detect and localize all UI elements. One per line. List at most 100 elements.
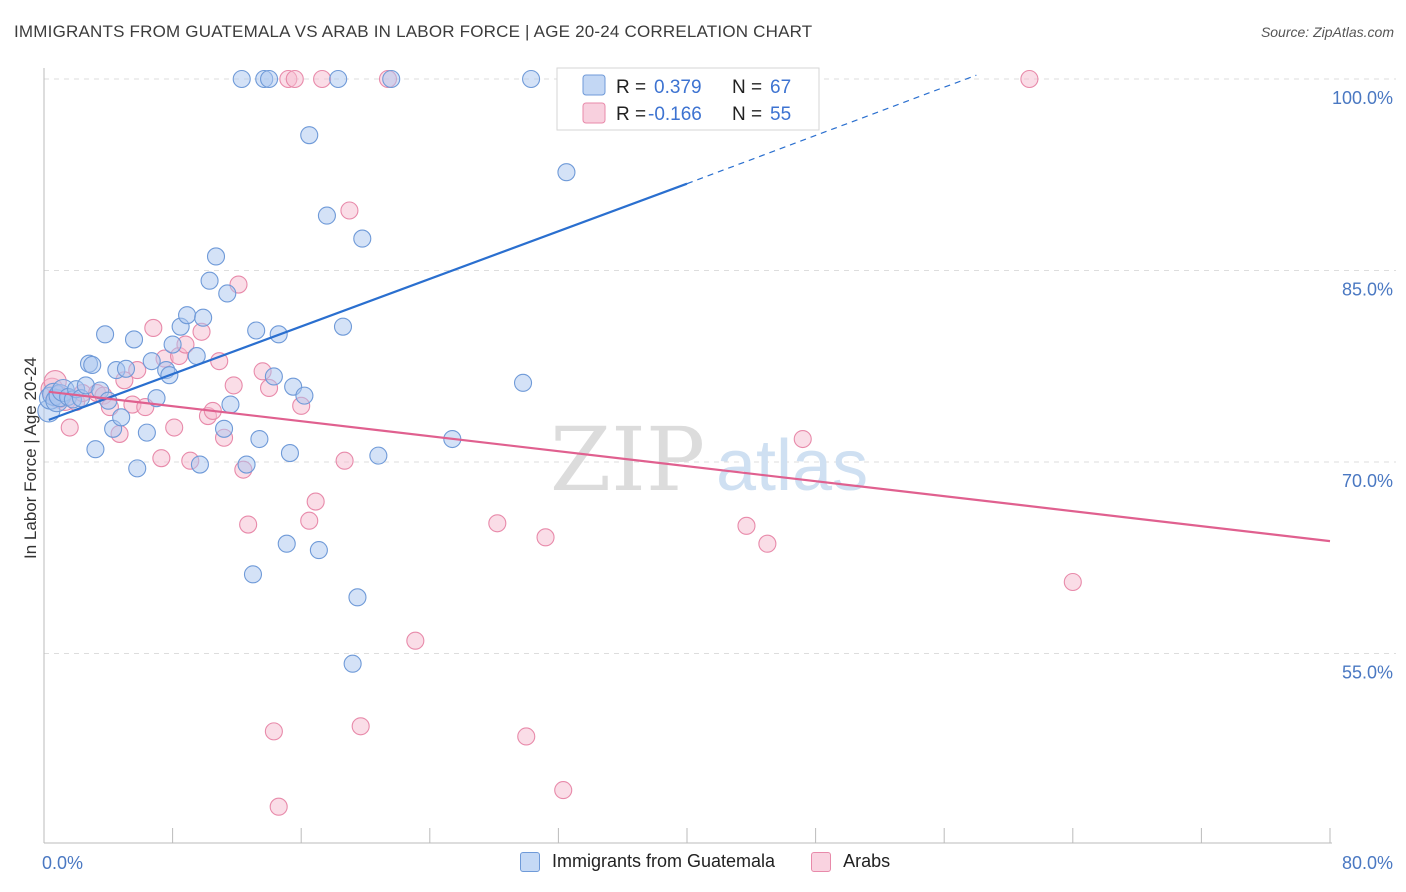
guatemala-point (513, 373, 533, 392)
guatemala-point (353, 229, 372, 248)
legend-n-value-2: 55 (770, 104, 791, 125)
correlation-legend: R = 0.379 N = 67 R = -0.166 N = 55 (556, 67, 820, 131)
watermark-atlas: atlas (716, 426, 868, 506)
arabs-point (239, 515, 258, 534)
grid-lines (44, 78, 1396, 654)
y-tick-label: 70.0% (1342, 471, 1393, 491)
arabs-point (300, 511, 319, 530)
guatemala-point (83, 355, 102, 375)
guatemala-point (200, 271, 219, 290)
legend-swatch-arabs (811, 851, 832, 872)
arabs-point (340, 201, 359, 220)
guatemala-point (221, 395, 240, 414)
arabs-point (264, 722, 283, 741)
guatemala-point (264, 367, 283, 386)
arabs-point (285, 69, 304, 89)
x-tick-labels: 0.0% 80.0% (42, 853, 1393, 873)
legend-label-arabs: Arabs (843, 851, 891, 871)
guatemala-point (112, 408, 131, 427)
arabs-point (144, 318, 163, 338)
guatemala-point (178, 306, 197, 325)
guatemala-trend-line (48, 182, 688, 421)
arabs-point (306, 492, 325, 511)
y-axis-label: In Labor Force | Age 20-24 (21, 357, 40, 559)
x-tick-label: 0.0% (42, 853, 83, 873)
guatemala-point (218, 284, 237, 303)
arabs-point (793, 429, 812, 449)
arabs-point (517, 727, 536, 746)
arabs-trend-line (48, 390, 1331, 543)
arabs-point (269, 797, 288, 816)
guatemala-point (247, 321, 266, 340)
legend-n-label-1: N = (732, 77, 762, 98)
guatemala-points (37, 69, 605, 673)
arabs-point (758, 534, 777, 553)
guatemala-point (86, 440, 105, 459)
legend-n-value-1: 67 (770, 77, 791, 98)
arabs-point (60, 418, 79, 437)
arabs-point (224, 376, 243, 395)
axes (43, 68, 1332, 844)
legend-r-label-1: R = (616, 77, 646, 98)
chart-title: IMMIGRANTS FROM GUATEMALA VS ARAB IN LAB… (14, 22, 813, 41)
guatemala-point (206, 247, 226, 266)
guatemala-point (382, 69, 401, 89)
arabs-point (351, 717, 370, 736)
guatemala-point (557, 163, 576, 182)
y-tick-label: 55.0% (1342, 663, 1393, 683)
legend-swatch-guatemala (520, 851, 540, 872)
guatemala-point (348, 588, 367, 607)
guatemala-point (237, 455, 256, 474)
guatemala-point (333, 317, 353, 336)
guatemala-point (259, 69, 279, 89)
guatemala-trend-extension (686, 74, 977, 185)
arabs-point (152, 449, 171, 468)
legend-n-label-2: N = (732, 104, 762, 125)
guatemala-point (128, 459, 147, 478)
legend-r-label-2: R = (616, 104, 646, 125)
guatemala-point (295, 386, 314, 405)
guatemala-point (232, 69, 251, 89)
arabs-point (1020, 69, 1039, 89)
guatemala-point (522, 69, 541, 89)
guatemala-point (280, 444, 299, 463)
arabs-point (536, 528, 555, 547)
source-label: Source: ZipAtlas.com (1260, 24, 1394, 40)
watermark: ZIP atlas (550, 408, 868, 511)
guatemala-point (163, 335, 182, 354)
guatemala-point (343, 654, 362, 673)
arabs-point (313, 69, 332, 89)
guatemala-point (194, 308, 213, 327)
guatemala-point (329, 69, 348, 89)
legend-item-guatemala: Immigrants from Guatemala (520, 851, 775, 872)
guatemala-point (142, 352, 161, 371)
guatemala-point (96, 325, 115, 344)
arabs-point (210, 352, 229, 371)
guatemala-point (277, 534, 296, 553)
guatemala-point (116, 359, 136, 378)
legend-r-value-2: -0.166 (648, 104, 702, 125)
legend-r-value-1: 0.379 (654, 77, 702, 98)
guatemala-point (190, 455, 209, 474)
guatemala-point (124, 330, 144, 349)
arabs-point (335, 451, 354, 470)
guatemala-point (147, 389, 166, 408)
guatemala-point (250, 429, 269, 449)
trend-lines (48, 74, 1331, 543)
guatemala-point (243, 565, 263, 584)
arabs-point (1063, 572, 1082, 592)
guatemala-point (214, 419, 234, 438)
arabs-point (554, 781, 573, 800)
arabs-point (488, 514, 507, 533)
arabs-point (165, 418, 184, 437)
guatemala-point (317, 206, 336, 225)
legend-label-guatemala: Immigrants from Guatemala (552, 851, 776, 871)
series-legend: Immigrants from Guatemala Arabs (520, 851, 926, 872)
x-tick-label: 80.0% (1342, 853, 1393, 873)
guatemala-point (369, 446, 388, 465)
arabs-point (737, 516, 756, 535)
legend-item-arabs: Arabs (811, 851, 890, 872)
y-tick-labels: 55.0% 70.0% 85.0% 100.0% (1332, 88, 1393, 683)
guatemala-point (300, 126, 319, 145)
